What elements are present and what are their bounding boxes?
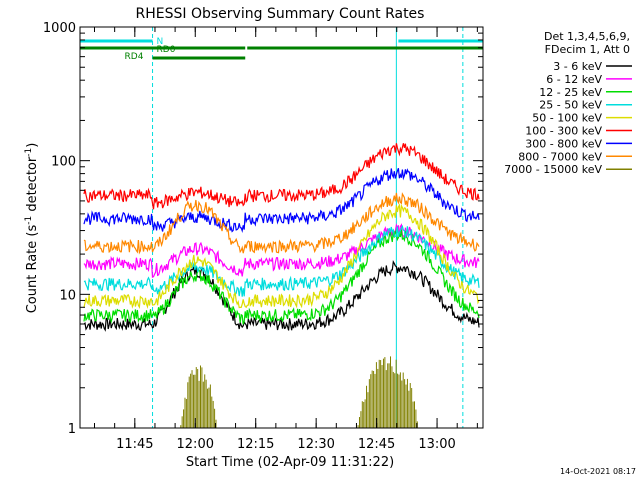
y-tick-label: 1 xyxy=(68,422,76,437)
y-axis-label-sup2: -1 xyxy=(24,148,34,157)
legend-header-2: FDecim 1, Att 0 xyxy=(545,43,630,56)
x-axis-label: Start Time (02-Apr-09 11:31:22) xyxy=(186,455,394,470)
y-axis-label-sup1: -1 xyxy=(24,216,34,225)
legend-label-7: 800 - 7000 keV xyxy=(518,150,602,163)
legend: Det 1,3,4,5,6,9, FDecim 1, Att 0 3 - 6 k… xyxy=(504,30,632,176)
legend-label-8: 7000 - 15000 keV xyxy=(504,163,602,176)
legend-label-3: 25 - 50 keV xyxy=(539,99,602,112)
y-tick-label: 100 xyxy=(51,155,76,170)
series-line-0 xyxy=(83,259,480,332)
series-line-3 xyxy=(83,224,480,297)
axes: 1 10 100 1000 11:45 12:00 12:15 12:30 12:45 13:00 xyxy=(43,21,484,452)
x-tick-label: 12:45 xyxy=(358,437,395,452)
x-tick-label: 12:00 xyxy=(177,437,214,452)
legend-label-0: 3 - 6 keV xyxy=(553,60,602,73)
plot-frame xyxy=(79,26,484,429)
chart-title: RHESSI Observing Summary Count Rates xyxy=(136,6,425,22)
legend-header-1: Det 1,3,4,5,6,9, xyxy=(544,30,630,43)
y-axis-label-part3: ) xyxy=(25,143,40,148)
legend-label-4: 50 - 100 keV xyxy=(532,112,602,125)
series-line-6 xyxy=(83,167,480,233)
y-tick-label: 1000 xyxy=(43,21,76,36)
series-line-5 xyxy=(83,143,480,210)
series-line-4 xyxy=(83,203,480,309)
x-tick-label: 12:30 xyxy=(297,437,334,452)
footer-timestamp: 14-Oct-2021 08:17 xyxy=(560,467,636,476)
flag-label-n: N xyxy=(157,37,164,47)
flag-label-rd0: RD0 xyxy=(157,45,176,55)
flag-label-rd4: RD4 xyxy=(125,52,144,62)
x-tick-label: 13:00 xyxy=(418,437,455,452)
y-axis-label: Count Rate (s-1 detector-1) xyxy=(24,143,40,314)
y-axis-label-part2: detector xyxy=(25,156,40,216)
series-line-7 xyxy=(83,192,480,255)
x-tick-label: 12:15 xyxy=(237,437,274,452)
y-axis-label-part1: Count Rate (s xyxy=(25,225,40,314)
x-tick-label: 11:45 xyxy=(116,437,153,452)
y-tick-label: 10 xyxy=(59,288,76,303)
legend-label-6: 300 - 800 keV xyxy=(525,137,602,150)
series-line-2 xyxy=(83,229,480,325)
legend-label-5: 100 - 300 keV xyxy=(525,125,602,138)
legend-label-2: 12 - 25 keV xyxy=(539,86,602,99)
legend-label-1: 6 - 12 keV xyxy=(546,73,602,86)
